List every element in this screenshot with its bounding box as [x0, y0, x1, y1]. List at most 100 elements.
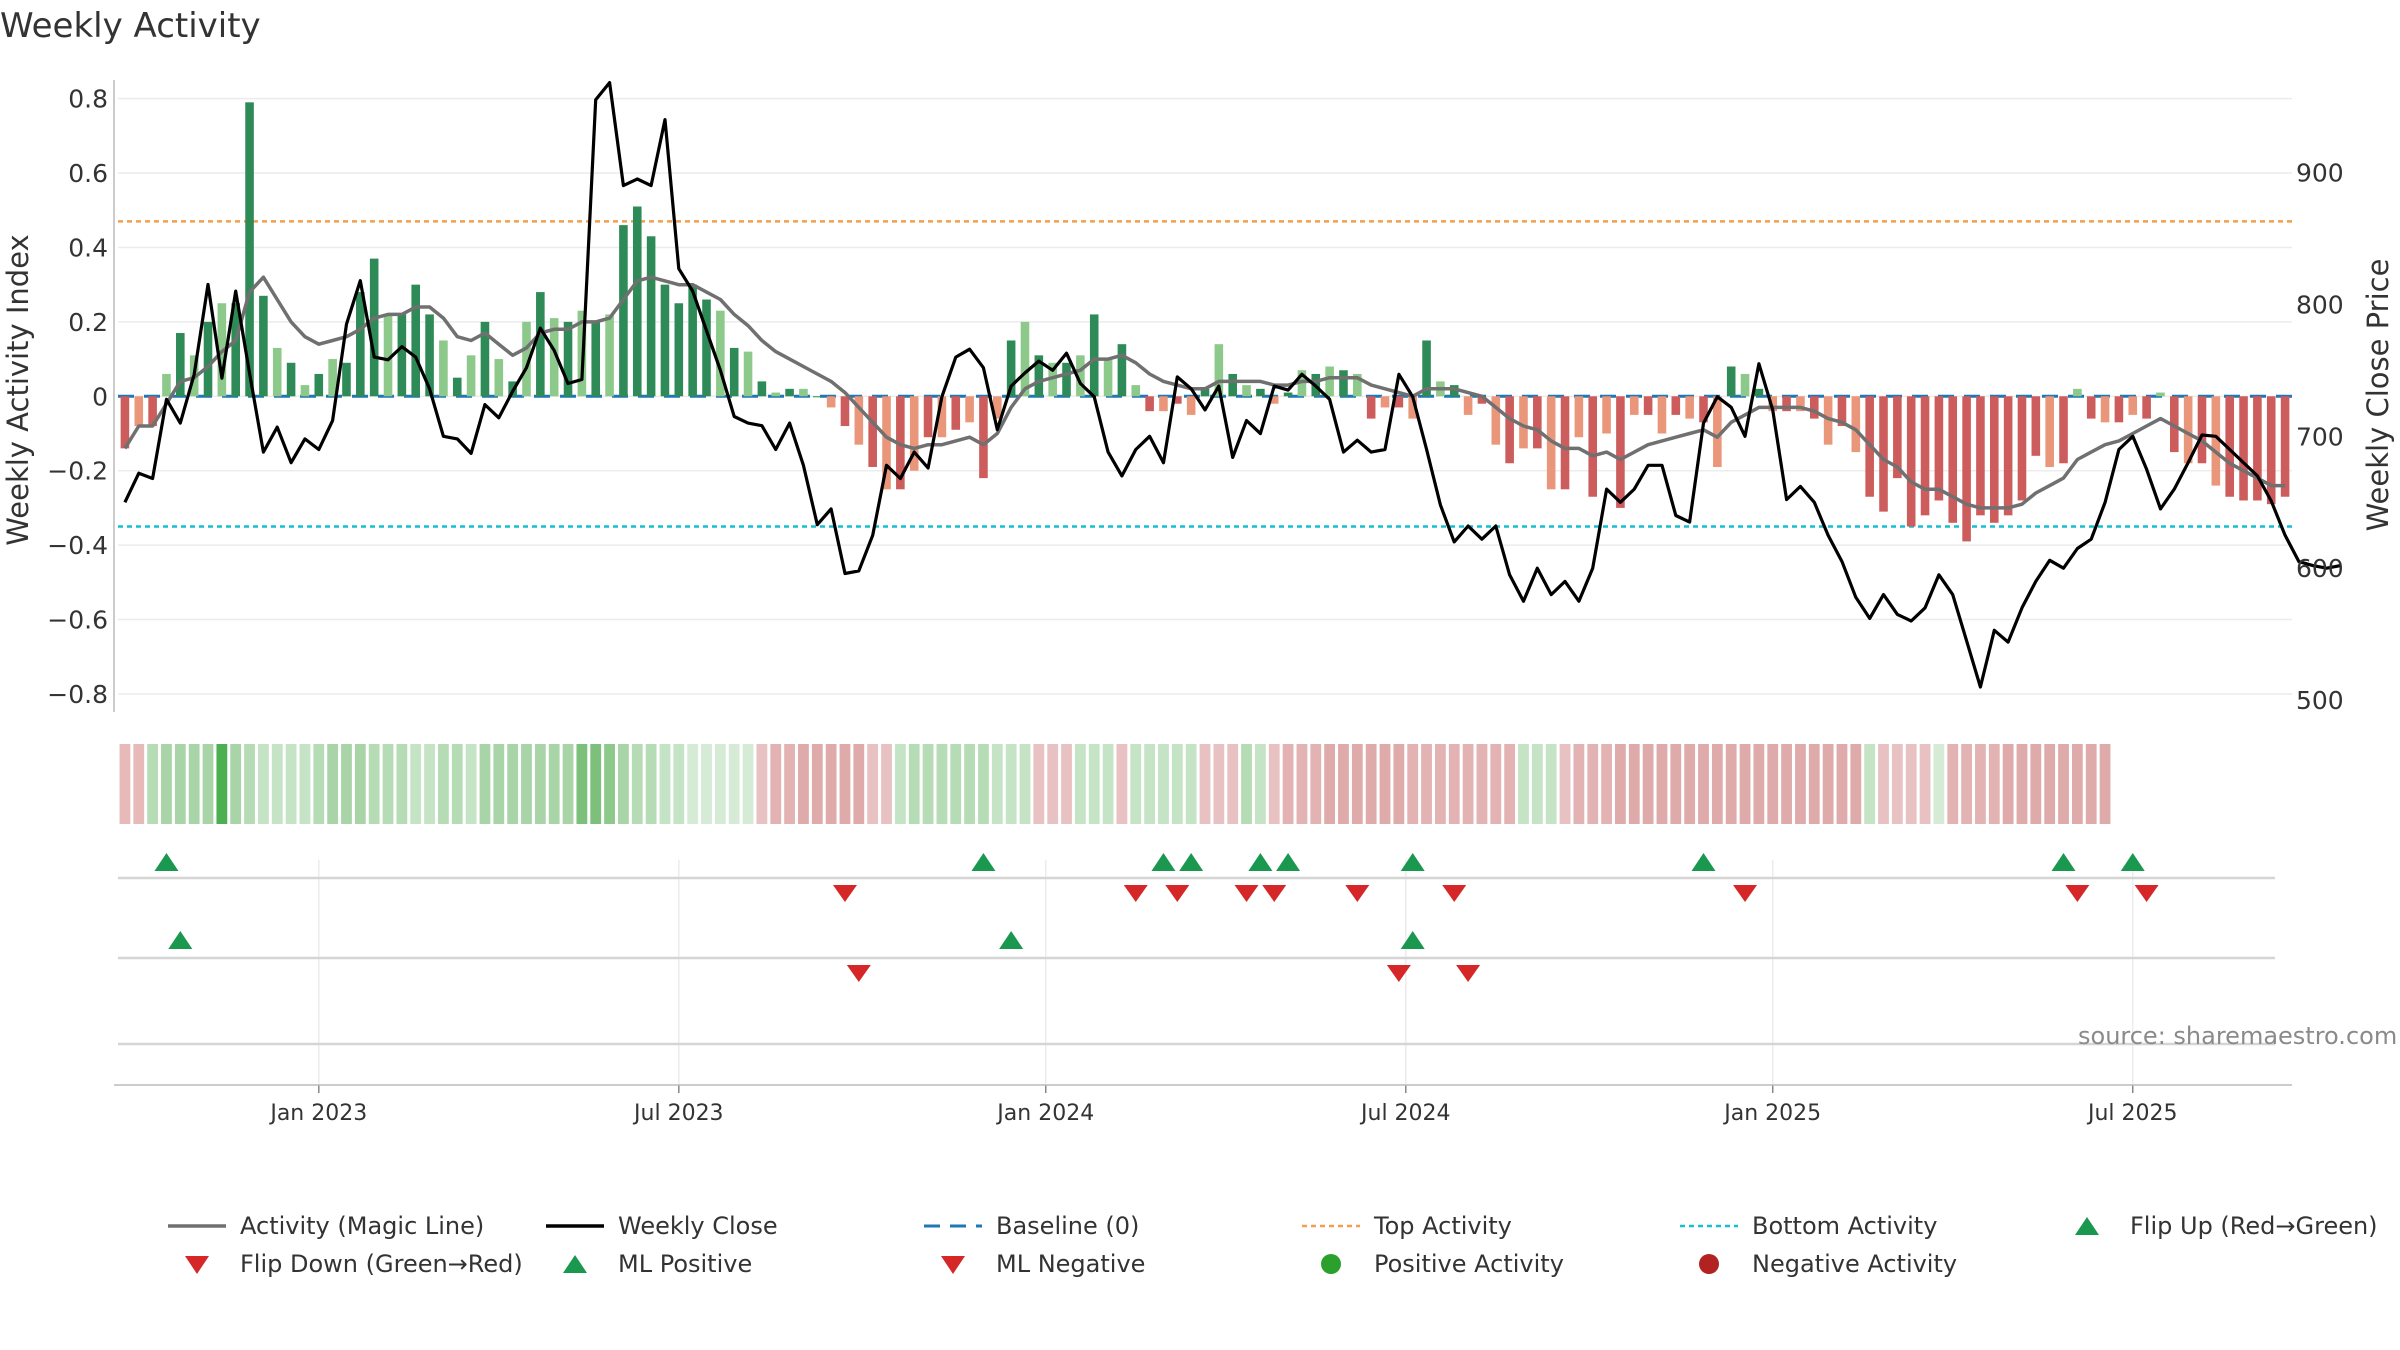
activity-bar	[1948, 396, 1958, 523]
strip-cell	[673, 744, 685, 824]
strip-cell	[908, 744, 920, 824]
flip-down-marker	[1123, 885, 1148, 902]
activity-bar	[2183, 396, 2193, 464]
activity-bar	[2059, 396, 2068, 464]
flip-up-triangle-icon	[2075, 1217, 2099, 1235]
strip-cell	[230, 744, 242, 824]
strip-cell	[1864, 744, 1876, 824]
activity-bar	[1809, 396, 1819, 419]
strip-cell	[521, 744, 532, 824]
strip-cell	[2030, 744, 2042, 824]
weekly-close-swatch-icon	[546, 1224, 604, 1228]
activity-bar	[1186, 396, 1196, 415]
strip-cell	[2099, 744, 2111, 824]
strip-cell	[728, 744, 740, 824]
flip-up-marker	[1248, 853, 1273, 871]
strip-cell	[147, 744, 159, 824]
activity-bar	[993, 396, 1002, 419]
activity-bar	[1366, 396, 1376, 419]
strip-cell	[2002, 744, 2014, 824]
source-note: source: sharemaestro.com	[2078, 1022, 2398, 1050]
activity-bar	[1713, 396, 1722, 467]
activity-bar	[245, 102, 254, 397]
strip-cell	[1947, 744, 1959, 824]
legend-item-weekly-close: Weekly Close	[544, 1208, 778, 1244]
activity-bar	[951, 396, 961, 430]
ml-positive-marker	[999, 931, 1024, 949]
activity-bar	[1505, 396, 1514, 464]
strip-cell	[1365, 744, 1377, 824]
chart-title: Weekly Activity	[0, 6, 261, 46]
activity-bar	[563, 321, 573, 397]
flip-up-marker	[1151, 853, 1176, 871]
activity-bar	[1754, 388, 1764, 397]
strip-cell	[1227, 744, 1239, 824]
activity-bar	[826, 396, 836, 408]
legend-item-bottom-activity: Bottom Activity	[1678, 1208, 1937, 1244]
flip-down-marker	[1733, 885, 1758, 902]
y-tick-label: −0.8	[47, 680, 108, 709]
y2-tick-label: 500	[2296, 686, 2344, 715]
strip-cell	[257, 744, 269, 824]
activity-bar	[1089, 314, 1099, 397]
strip-cell	[1379, 744, 1391, 824]
activity-bar	[480, 321, 490, 397]
activity-bar	[1560, 396, 1570, 490]
flip-up-marker	[2051, 853, 2076, 871]
ml-negative-triangle-icon	[941, 1256, 965, 1274]
activity-bar	[1408, 396, 1417, 419]
strip-cell	[161, 744, 172, 824]
activity-bar	[1422, 340, 1431, 397]
strip-cell	[964, 744, 975, 824]
strip-cell	[354, 744, 366, 824]
strip-cell	[798, 744, 809, 824]
activity-bar	[840, 396, 850, 427]
strip-cell	[1019, 744, 1031, 824]
grid-layer	[118, 97, 2292, 1085]
activity-bar	[1643, 396, 1653, 415]
flip-down-marker	[2134, 885, 2159, 902]
activity-bar	[1768, 396, 1778, 412]
positive-dot-icon	[1321, 1254, 1341, 1274]
strip-cell	[534, 744, 546, 824]
legend-label: Positive Activity	[1374, 1250, 1564, 1278]
activity-bar	[1491, 396, 1501, 445]
activity-bar	[272, 347, 282, 397]
activity-bar	[1920, 396, 1930, 516]
strip-cell	[770, 744, 782, 824]
strip-cell	[604, 744, 615, 824]
strip-cell	[1476, 744, 1488, 824]
activity-bar	[632, 206, 642, 397]
strip-cell	[299, 744, 311, 824]
activity-bar	[494, 359, 504, 397]
legend-item-flip-down: Flip Down (Green→Red)	[166, 1246, 523, 1282]
strip-cell	[1324, 744, 1336, 824]
strip-cell	[1185, 744, 1197, 824]
activity-bar	[2114, 396, 2124, 423]
activity-bar	[1671, 396, 1681, 415]
x-tick-label: Jan 2024	[995, 1101, 1094, 1126]
flip-down-marker	[1234, 885, 1259, 902]
activity-bar	[286, 362, 296, 397]
strip-cell	[1961, 744, 1972, 824]
strip-cell	[1975, 744, 1986, 824]
legend-item-ml-negative: ML Negative	[922, 1246, 1145, 1282]
legend-label: Baseline (0)	[996, 1212, 1140, 1240]
flip-down-triangle-icon	[185, 1256, 209, 1274]
activity-bar	[1837, 396, 1847, 427]
strip-cell	[1033, 744, 1045, 824]
activity-bar	[2100, 396, 2110, 423]
strip-cell	[1739, 744, 1751, 824]
activity-bar	[1394, 396, 1404, 408]
strip-cell	[1850, 744, 1862, 824]
strip-cell	[1891, 744, 1903, 824]
strip-cell	[507, 744, 519, 824]
axes: 0.8 0.6 0.4 0.2 0 −0.2 −0.4 −0.6 −0.8 900 800 700 60…	[47, 80, 2344, 1126]
strip-cell	[216, 744, 228, 824]
strip-cell	[1130, 744, 1142, 824]
x-tick-label: Jul 2023	[632, 1101, 724, 1126]
activity-bar	[1823, 396, 1833, 445]
strip-cell	[1282, 744, 1294, 824]
activity-bar	[1906, 396, 1916, 527]
activity-bar	[688, 284, 697, 397]
